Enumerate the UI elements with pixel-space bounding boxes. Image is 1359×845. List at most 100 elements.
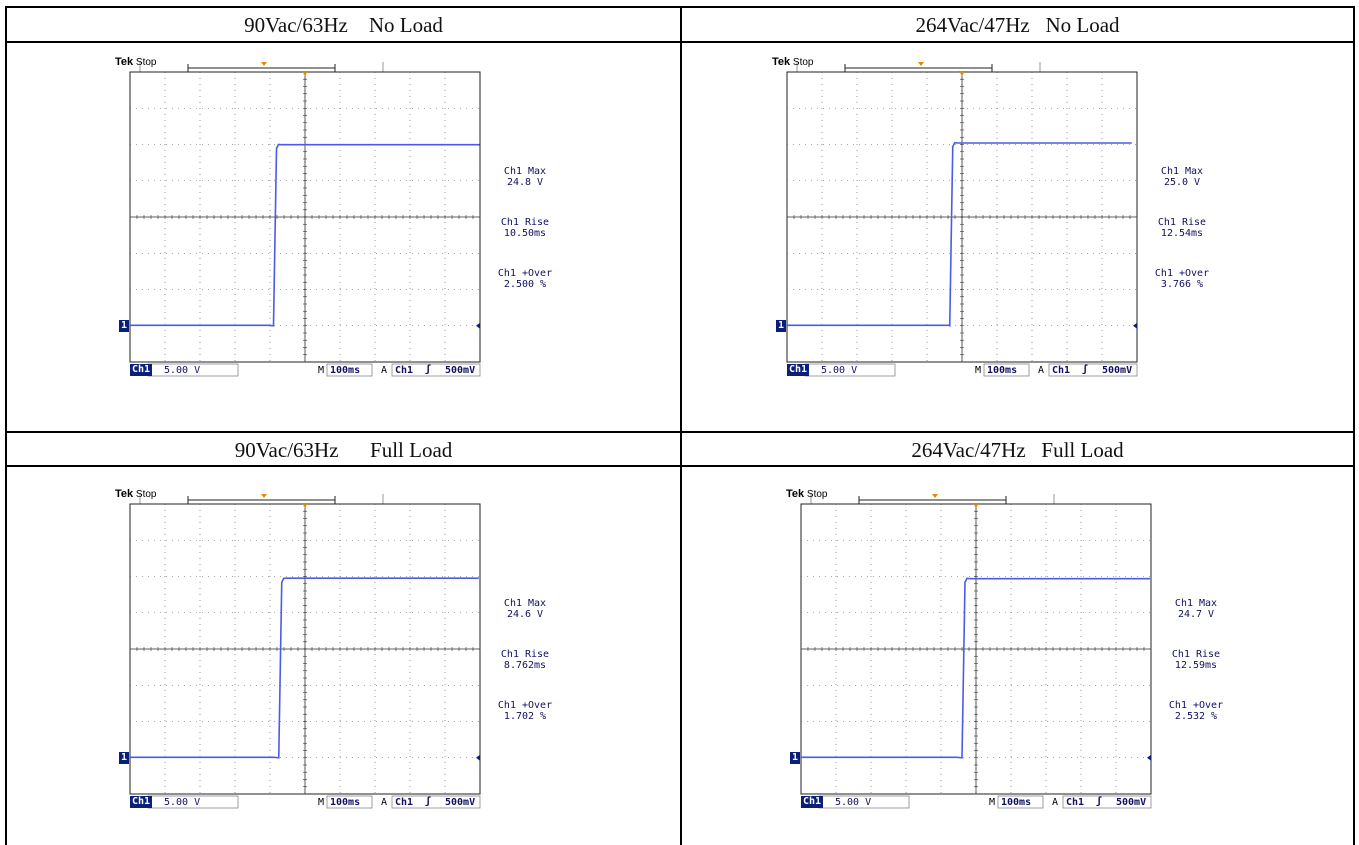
trigger-slope-icon: ʃ bbox=[1096, 796, 1103, 807]
measurement-readout: Ch1 Max 25.0 V bbox=[1142, 166, 1222, 188]
measurement-readout: Ch1 Rise 10.50ms bbox=[485, 217, 565, 239]
oscilloscope-screen: Tek Stop 1 Ch1 Max 25.0 V Ch1 Rise 12.54ms Ch1… bbox=[772, 56, 1209, 378]
channel1-level-marker: 1 bbox=[790, 751, 801, 764]
trigger-position-marker bbox=[918, 62, 924, 66]
measurement-value: 1.702 % bbox=[503, 711, 547, 722]
measurement-value: 8.762ms bbox=[503, 660, 547, 671]
oscilloscope-screen: Tek Stop 1 Ch1 Max 24.6 V Ch1 Rise 8.762ms Ch1… bbox=[115, 488, 552, 810]
timebase-value: 100ms bbox=[1001, 797, 1032, 808]
measurement-readout: Ch1 Max 24.6 V bbox=[485, 598, 565, 620]
measurement-value: 3.766 % bbox=[1160, 279, 1204, 290]
trigger-level-marker bbox=[476, 754, 480, 761]
channel1-level-marker: 1 bbox=[776, 319, 787, 332]
timebase-value: 100ms bbox=[330, 797, 361, 808]
panel-header: 90Vac/63Hz No Load bbox=[244, 12, 443, 37]
measurement-readout: Ch1 +Over 2.500 % bbox=[485, 268, 565, 290]
brand-label: Tek bbox=[786, 488, 805, 500]
trigger-source: Ch1 bbox=[1066, 797, 1085, 808]
timebase-box bbox=[326, 363, 373, 377]
trigger-level-marker bbox=[1147, 754, 1151, 761]
measurement-value: 2.500 % bbox=[503, 279, 547, 290]
table-column-divider bbox=[680, 6, 682, 845]
trigger-level: 500mV bbox=[445, 797, 476, 808]
timebase-label: M bbox=[989, 797, 996, 808]
measurement-label: Ch1 Max bbox=[1160, 166, 1204, 177]
measurement-label: Ch1 Rise bbox=[500, 649, 550, 660]
timebase-label: M bbox=[318, 797, 325, 808]
measurement-label: Ch1 Max bbox=[1174, 598, 1218, 609]
measurement-readout: Ch1 Max 24.7 V bbox=[1156, 598, 1236, 620]
trigger-source: Ch1 bbox=[395, 365, 414, 376]
trigger-marker bbox=[302, 71, 308, 76]
channel-scale: 5.00 V bbox=[164, 797, 201, 808]
trigger-slope-icon: ʃ bbox=[1082, 364, 1089, 375]
measurement-readout: Ch1 Max 24.8 V bbox=[485, 166, 565, 188]
panel-header: 264Vac/47Hz Full Load bbox=[911, 437, 1124, 462]
brand-label: Tek bbox=[115, 488, 134, 500]
trigger-level: 500mV bbox=[1102, 365, 1133, 376]
channel1-trace bbox=[800, 577, 1150, 759]
measurement-value: 24.7 V bbox=[1177, 609, 1215, 620]
scope-graticule bbox=[129, 62, 481, 377]
measurement-value: 12.54ms bbox=[1160, 228, 1204, 239]
acquisition-status: Stop bbox=[804, 489, 828, 500]
channel-scale: 5.00 V bbox=[821, 365, 858, 376]
measurement-readout: Ch1 +Over 1.702 % bbox=[485, 700, 565, 722]
channel1-trace bbox=[786, 141, 1132, 328]
measurement-label: Ch1 +Over bbox=[1168, 700, 1224, 711]
measurement-label: Ch1 +Over bbox=[497, 268, 553, 279]
trigger-level-marker bbox=[476, 322, 480, 329]
channel1-trace bbox=[129, 577, 479, 759]
channel-badge: Ch1 bbox=[130, 364, 153, 376]
panel-header: 90Vac/63Hz Full Load bbox=[234, 437, 453, 462]
trigger-marker bbox=[959, 71, 965, 76]
trigger-position-marker bbox=[261, 494, 267, 498]
timebase-box bbox=[983, 363, 1030, 377]
scope-graticule bbox=[129, 494, 481, 809]
measurement-label: Ch1 Max bbox=[503, 166, 547, 177]
measurement-label: Ch1 Rise bbox=[1157, 217, 1207, 228]
table-border-right bbox=[1353, 6, 1355, 845]
trigger-box bbox=[1062, 795, 1152, 809]
measurement-value: 24.6 V bbox=[506, 609, 544, 620]
trigger-mode-label: A bbox=[1038, 365, 1045, 376]
tek-logo: Tek Stop bbox=[115, 56, 157, 68]
channel1-trace bbox=[129, 143, 480, 327]
measurement-readout: Ch1 Rise 12.54ms bbox=[1142, 217, 1222, 239]
channel1-level-marker: 1 bbox=[119, 319, 130, 332]
trigger-position-marker bbox=[932, 494, 938, 498]
trigger-level-marker bbox=[1133, 322, 1137, 329]
panel-header: 264Vac/47Hz No Load bbox=[915, 12, 1120, 37]
acquisition-status: Stop bbox=[133, 489, 157, 500]
brand-label: Tek bbox=[772, 56, 791, 68]
trigger-source: Ch1 bbox=[1052, 365, 1071, 376]
measurement-readout: Ch1 +Over 2.532 % bbox=[1156, 700, 1236, 722]
scope-graticule bbox=[800, 494, 1152, 809]
channel-badge: Ch1 bbox=[787, 364, 810, 376]
trigger-level: 500mV bbox=[445, 365, 476, 376]
measurement-label: Ch1 Max bbox=[503, 598, 547, 609]
measurement-readout: Ch1 Rise 8.762ms bbox=[485, 649, 565, 671]
measurement-value: 24.8 V bbox=[506, 177, 544, 188]
measurement-readout: Ch1 Rise 12.59ms bbox=[1156, 649, 1236, 671]
measurement-value: 2.532 % bbox=[1174, 711, 1218, 722]
channel-badge: Ch1 bbox=[130, 796, 153, 808]
oscilloscope-screen: Tek Stop 1 Ch1 Max 24.8 V Ch1 Rise 10.50ms Ch1… bbox=[115, 56, 552, 378]
measurement-value: 12.59ms bbox=[1174, 660, 1218, 671]
channel-badge: Ch1 bbox=[801, 796, 824, 808]
measurement-label: Ch1 Rise bbox=[1171, 649, 1221, 660]
timebase-box bbox=[326, 795, 373, 809]
trigger-slope-icon: ʃ bbox=[425, 796, 432, 807]
timebase-label: M bbox=[975, 365, 982, 376]
table-border-left bbox=[5, 6, 7, 845]
tek-logo: Tek Stop bbox=[772, 56, 814, 68]
channel-scale: 5.00 V bbox=[164, 365, 201, 376]
oscilloscope-screen: Tek Stop 1 Ch1 Max 24.7 V Ch1 Rise 12.59ms Ch1… bbox=[786, 488, 1223, 810]
trigger-box bbox=[391, 795, 481, 809]
channel-scale: 5.00 V bbox=[835, 797, 872, 808]
trigger-position-marker bbox=[261, 62, 267, 66]
channel1-level-marker: 1 bbox=[119, 751, 130, 764]
scope-graticule bbox=[786, 62, 1138, 377]
trigger-marker bbox=[302, 503, 308, 508]
